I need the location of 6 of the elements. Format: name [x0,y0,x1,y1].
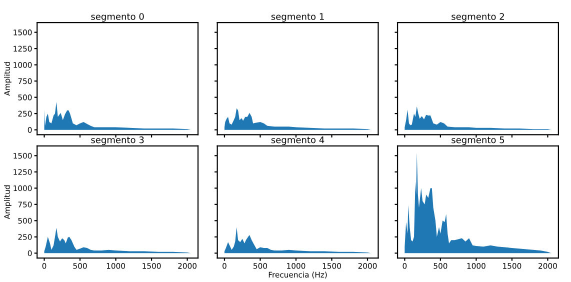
chart-title: segmento 4 [271,136,324,145]
chart-title: segmento 1 [271,13,324,22]
chart-title: segmento 3 [91,136,144,145]
chart-title: segmento 0 [91,13,144,22]
chart-title: segmento 2 [452,13,504,22]
chart-title: segmento 5 [452,136,504,145]
